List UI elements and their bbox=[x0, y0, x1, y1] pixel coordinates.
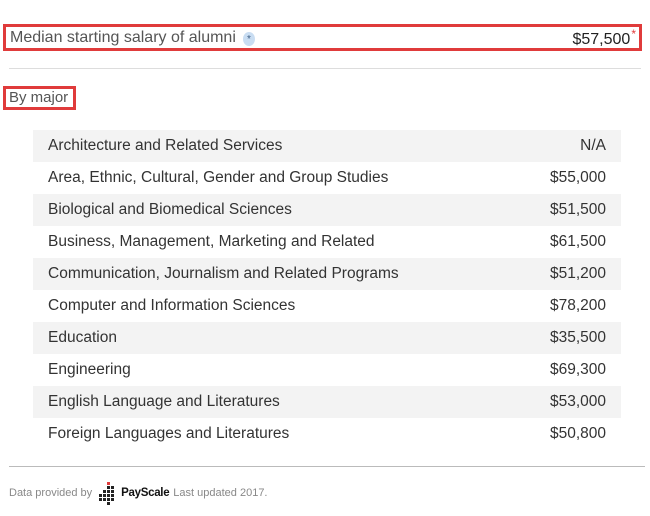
major-name: Area, Ethnic, Cultural, Gender and Group… bbox=[48, 169, 389, 186]
median-salary-value: $57,500* bbox=[572, 27, 636, 49]
major-name: Architecture and Related Services bbox=[48, 137, 283, 154]
info-icon[interactable]: * bbox=[242, 31, 255, 46]
section-divider bbox=[9, 68, 641, 69]
table-row: Business, Management, Marketing and Rela… bbox=[33, 226, 621, 258]
major-salary: $55,000 bbox=[549, 169, 606, 186]
major-salary: $53,000 bbox=[549, 393, 606, 410]
median-salary-label-text: Median starting salary of alumni bbox=[10, 28, 236, 46]
payscale-logo-icon[interactable] bbox=[96, 481, 118, 505]
table-row: Computer and Information Sciences $78,200 bbox=[33, 290, 621, 322]
major-name: English Language and Literatures bbox=[48, 393, 280, 410]
table-row: English Language and Literatures $53,000 bbox=[33, 386, 621, 418]
table-row: Foreign Languages and Literatures $50,800 bbox=[33, 418, 621, 450]
table-row: Architecture and Related Services N/A bbox=[33, 130, 621, 162]
table-row: Education $35,500 bbox=[33, 322, 621, 354]
table-row: Biological and Biomedical Sciences $51,50… bbox=[33, 194, 621, 226]
major-name: Engineering bbox=[48, 361, 131, 378]
attribution-prefix: Data provided by bbox=[9, 487, 93, 499]
major-salary: $51,200 bbox=[549, 265, 606, 282]
major-name: Foreign Languages and Literatures bbox=[48, 425, 290, 442]
table-row: Communication, Journalism and Related Pr… bbox=[33, 258, 621, 290]
major-salary: $35,500 bbox=[549, 329, 606, 346]
median-salary-summary: Median starting salary of alumni * $57,5… bbox=[3, 24, 642, 51]
major-salary-table: Architecture and Related Services N/A Area… bbox=[33, 130, 621, 450]
by-major-heading: By major bbox=[3, 86, 76, 110]
payscale-brand[interactable]: PayScale bbox=[121, 487, 170, 499]
major-salary: $61,500 bbox=[549, 233, 606, 250]
major-name: Computer and Information Sciences bbox=[48, 297, 296, 314]
major-name: Biological and Biomedical Sciences bbox=[48, 201, 292, 218]
footnote-asterisk: * bbox=[631, 26, 636, 41]
table-row: Engineering $69,300 bbox=[33, 354, 621, 386]
major-name: Education bbox=[48, 329, 117, 346]
last-updated-text: Last updated 2017. bbox=[173, 487, 268, 499]
major-name: Communication, Journalism and Related Pr… bbox=[48, 265, 399, 282]
median-salary-amount: $57,500 bbox=[572, 30, 631, 48]
major-salary: $78,200 bbox=[549, 297, 606, 314]
table-row: Area, Ethnic, Cultural, Gender and Group… bbox=[33, 162, 621, 194]
major-name: Business, Management, Marketing and Rela… bbox=[48, 233, 375, 250]
major-salary: N/A bbox=[580, 137, 606, 154]
data-attribution-footer: Data provided by PayScale Last updated 2… bbox=[9, 481, 268, 505]
median-salary-label: Median starting salary of alumni * bbox=[10, 29, 255, 47]
footer-divider bbox=[9, 466, 645, 467]
major-salary: $50,800 bbox=[549, 425, 606, 442]
major-salary: $69,300 bbox=[549, 361, 606, 378]
major-salary: $51,500 bbox=[549, 201, 606, 218]
